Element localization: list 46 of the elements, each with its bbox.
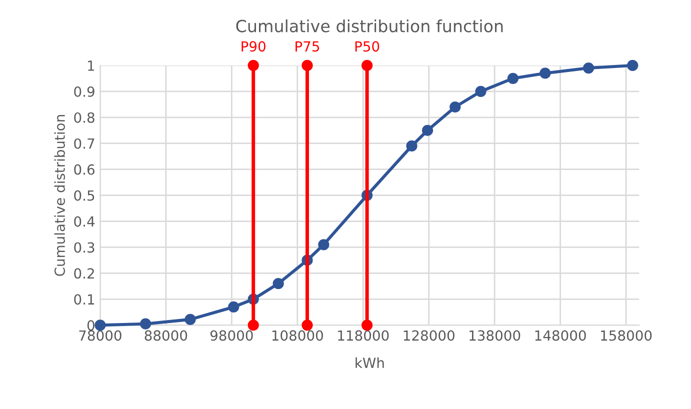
point [318, 239, 330, 250]
y-tick-label: 0.5 [74, 190, 94, 201]
y-tick-label: 0.9 [74, 86, 94, 97]
x-tick-label: 138000 [470, 330, 520, 341]
point [362, 60, 373, 71]
point [475, 86, 486, 97]
point [583, 62, 594, 74]
point [422, 124, 434, 136]
x-tick-label: 158000 [601, 330, 652, 341]
series-label: P75 [296, 41, 320, 52]
y-axis-title: Cumulative distribution [54, 115, 65, 276]
x-axis-title: kWh [356, 357, 384, 368]
point [362, 320, 373, 331]
y-tick-label: 1 [88, 60, 94, 71]
y-tick-label: 0.7 [74, 138, 94, 149]
y-tick-label: 0.2 [74, 268, 94, 279]
point [248, 60, 259, 71]
point [507, 72, 519, 84]
chart-title: Cumulative distribution function [236, 19, 503, 32]
point [228, 301, 240, 313]
x-tick-label: 128000 [404, 330, 454, 341]
point [540, 68, 551, 79]
x-tick-label: 78000 [79, 330, 122, 341]
point [627, 60, 638, 71]
point [248, 320, 259, 331]
point [302, 60, 313, 71]
y-tick-label: 0.4 [74, 216, 95, 227]
point [272, 278, 284, 290]
y-tick-label: 0 [87, 320, 94, 331]
x-tick-label: 108000 [272, 330, 323, 341]
y-tick-label: 0.1 [74, 294, 94, 305]
point [140, 318, 152, 330]
point [450, 101, 461, 113]
x-tick-label: 118000 [338, 330, 389, 341]
point [406, 140, 418, 152]
y-tick-label: 0.3 [74, 242, 94, 253]
series-label: P90 [242, 41, 266, 52]
x-tick-label: 148000 [535, 330, 586, 341]
y-tick-label: 0.6 [74, 164, 94, 175]
x-tick-label: 98000 [210, 330, 253, 341]
point [302, 320, 313, 331]
point [184, 314, 196, 325]
x-tick-label: 88000 [144, 330, 188, 341]
y-tick-label: 0.8 [74, 112, 94, 123]
series-label: P50 [355, 41, 380, 52]
point [94, 320, 106, 331]
